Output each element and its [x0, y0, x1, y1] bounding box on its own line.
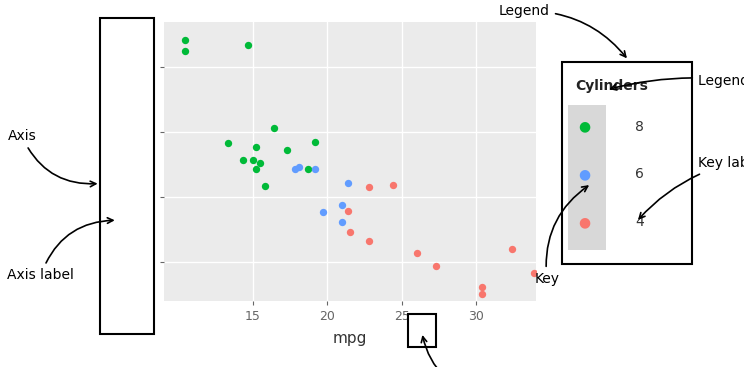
Point	[222, 140, 234, 146]
Text: Legend: Legend	[499, 4, 626, 57]
Point	[281, 147, 293, 153]
Point	[250, 166, 262, 172]
Point	[179, 48, 190, 54]
X-axis label: mpg: mpg	[333, 331, 367, 346]
Text: Cylinders: Cylinders	[575, 79, 648, 93]
Point	[336, 202, 348, 208]
Text: ●: ●	[578, 215, 590, 229]
Point	[344, 229, 356, 235]
Text: 8: 8	[635, 120, 644, 134]
Point	[302, 166, 314, 171]
Text: 4: 4	[635, 215, 644, 229]
Point	[387, 182, 399, 188]
Point	[250, 143, 262, 149]
Point	[259, 183, 271, 189]
Point	[310, 166, 321, 171]
Text: Legend title: Legend title	[611, 74, 744, 90]
Point	[342, 208, 354, 214]
Point	[430, 263, 442, 269]
Point	[476, 284, 488, 290]
Point	[528, 270, 540, 276]
Point	[247, 157, 259, 163]
Point	[411, 250, 423, 256]
Text: Key label: Key label	[639, 156, 744, 219]
Point	[476, 291, 488, 297]
Y-axis label: wt: wt	[124, 152, 138, 171]
Point	[342, 180, 354, 186]
Text: ●: ●	[578, 167, 590, 181]
Point	[506, 246, 518, 252]
Text: Axis: Axis	[7, 129, 96, 187]
Text: Axis label: Axis label	[7, 218, 113, 282]
Point	[310, 139, 321, 145]
Point	[317, 209, 329, 215]
Text: 6: 6	[635, 167, 644, 181]
Point	[243, 42, 254, 48]
Point	[363, 238, 375, 244]
Point	[363, 185, 375, 190]
Text: ●: ●	[578, 120, 590, 134]
Text: Tick mark
and label: Tick mark and label	[421, 337, 514, 367]
Point	[289, 166, 301, 171]
Point	[237, 157, 248, 163]
Point	[336, 219, 348, 225]
Point	[268, 125, 280, 131]
Point	[254, 160, 266, 166]
Point	[179, 37, 190, 43]
Point	[293, 164, 305, 170]
Text: Key: Key	[534, 186, 588, 286]
